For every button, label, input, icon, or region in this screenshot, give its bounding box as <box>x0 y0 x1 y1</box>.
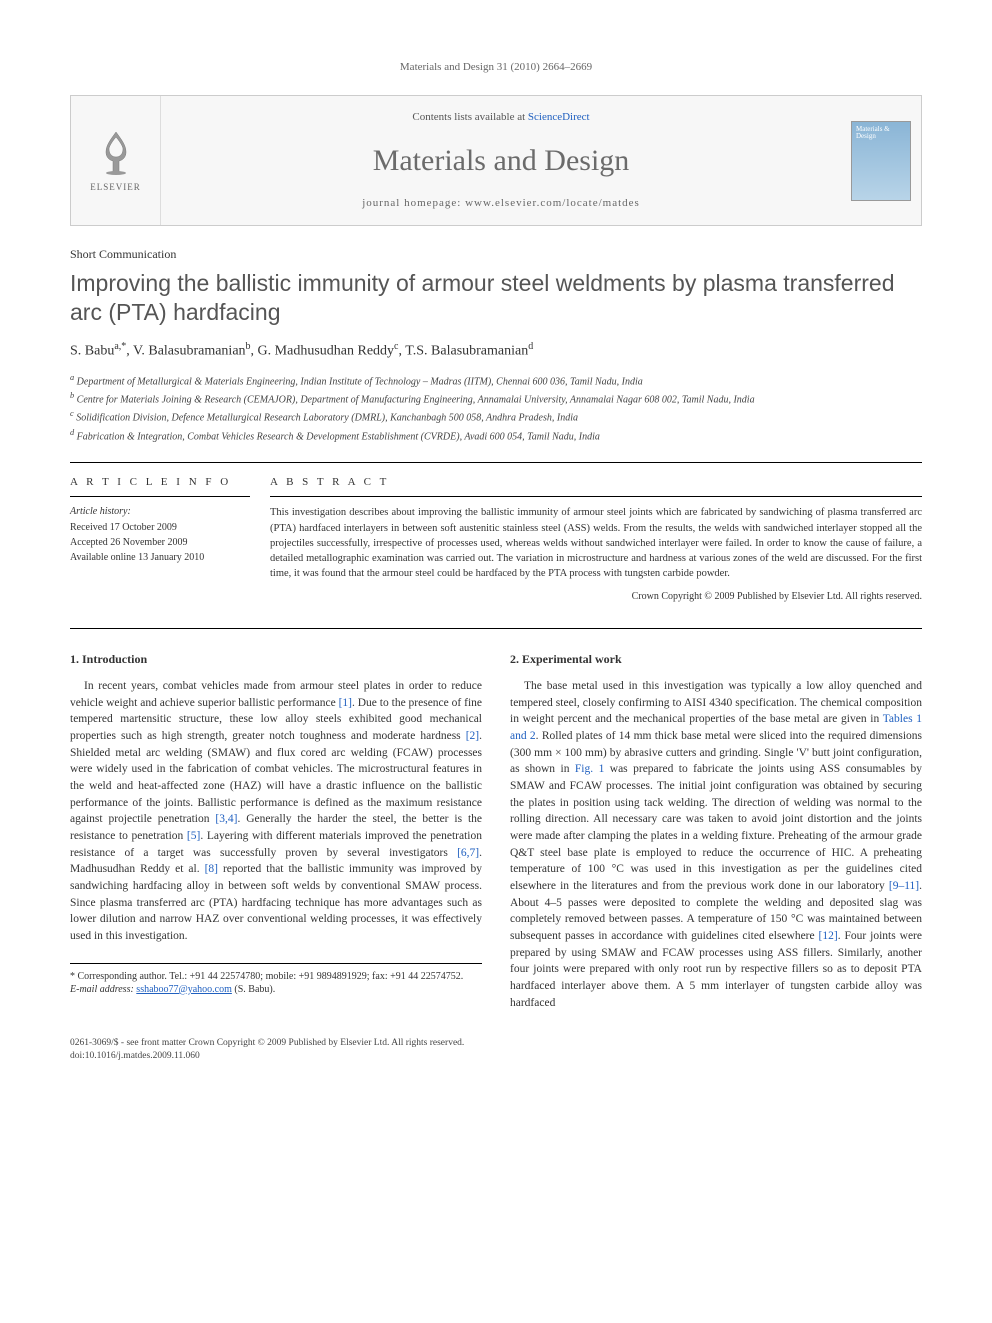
citation-link[interactable]: [12] <box>819 930 838 942</box>
citation-link[interactable]: [2] <box>466 730 479 742</box>
experimental-heading: 2. Experimental work <box>510 651 922 668</box>
cover-thumbnail: Materials & Design <box>851 121 911 201</box>
journal-header: ELSEVIER Contents lists available at Sci… <box>70 95 922 226</box>
affiliation-line: c Solidification Division, Defence Metal… <box>70 408 922 425</box>
history-label: Article history: <box>70 505 250 519</box>
left-column: 1. Introduction In recent years, combat … <box>70 651 482 1012</box>
citation-link[interactable]: Fig. 1 <box>575 763 604 775</box>
experimental-paragraph: The base metal used in this investigatio… <box>510 678 922 1011</box>
journal-name: Materials and Design <box>373 140 630 182</box>
section-divider <box>70 628 922 629</box>
citation-link[interactable]: Tables 1 and 2 <box>510 713 922 742</box>
intro-paragraph: In recent years, combat vehicles made fr… <box>70 678 482 945</box>
elsevier-label: ELSEVIER <box>90 181 141 194</box>
right-column: 2. Experimental work The base metal used… <box>510 651 922 1012</box>
journal-cover: Materials & Design <box>841 96 921 225</box>
affiliation-line: a Department of Metallurgical & Material… <box>70 372 922 389</box>
corr-star: * <box>70 971 75 982</box>
affiliation-line: d Fabrication & Integration, Combat Vehi… <box>70 427 922 444</box>
footer: 0261-3069/$ - see front matter Crown Cop… <box>70 1037 922 1062</box>
affiliation-line: b Centre for Materials Joining & Researc… <box>70 390 922 407</box>
corr-email-who: (S. Babu). <box>234 984 275 995</box>
elsevier-logo: ELSEVIER <box>71 96 161 225</box>
citation-link[interactable]: [5] <box>187 830 200 842</box>
abstract-column: A B S T R A C T This investigation descr… <box>270 475 922 603</box>
citation-link[interactable]: [8] <box>205 863 218 875</box>
section-label: Short Communication <box>70 246 922 263</box>
homepage-line: journal homepage: www.elsevier.com/locat… <box>362 196 640 211</box>
running-head: Materials and Design 31 (2010) 2664–2669 <box>70 60 922 75</box>
corr-email-line: E-mail address: sshaboo77@yahoo.com (S. … <box>70 983 482 996</box>
contents-available-line: Contents lists available at ScienceDirec… <box>412 110 589 125</box>
corr-email[interactable]: sshaboo77@yahoo.com <box>136 984 232 995</box>
citation-link[interactable]: [1] <box>339 697 352 709</box>
article-info: A R T I C L E I N F O Article history: R… <box>70 475 270 603</box>
homepage-url[interactable]: www.elsevier.com/locate/matdes <box>465 197 640 209</box>
affiliations: a Department of Metallurgical & Material… <box>70 372 922 444</box>
intro-heading: 1. Introduction <box>70 651 482 668</box>
sciencedirect-link[interactable]: ScienceDirect <box>528 111 590 123</box>
citation-link[interactable]: [9–11] <box>889 880 919 892</box>
footer-front-matter: 0261-3069/$ - see front matter Crown Cop… <box>70 1037 922 1049</box>
corresponding-line: * Corresponding author. Tel.: +91 44 225… <box>70 970 482 983</box>
email-label: E-mail address: <box>70 984 134 995</box>
header-center: Contents lists available at ScienceDirec… <box>161 96 841 225</box>
received-date: Received 17 October 2009 <box>70 521 250 535</box>
homepage-prefix: journal homepage: <box>362 197 465 209</box>
info-abstract-row: A R T I C L E I N F O Article history: R… <box>70 462 922 603</box>
corresponding-footnote: * Corresponding author. Tel.: +91 44 225… <box>70 963 482 996</box>
authors-line: S. Babua,*, V. Balasubramanianb, G. Madh… <box>70 340 922 361</box>
cover-label: Materials & Design <box>856 126 906 141</box>
body-columns: 1. Introduction In recent years, combat … <box>70 651 922 1012</box>
online-date: Available online 13 January 2010 <box>70 551 250 565</box>
abstract-copyright: Crown Copyright © 2009 Published by Else… <box>270 590 922 604</box>
contents-prefix: Contents lists available at <box>412 111 527 123</box>
accepted-date: Accepted 26 November 2009 <box>70 536 250 550</box>
abstract-heading: A B S T R A C T <box>270 475 922 497</box>
article-info-heading: A R T I C L E I N F O <box>70 475 250 497</box>
article-title: Improving the ballistic immunity of armo… <box>70 269 922 327</box>
citation-link[interactable]: [3,4] <box>215 813 237 825</box>
citation-link[interactable]: [6,7] <box>457 847 479 859</box>
abstract-text: This investigation describes about impro… <box>270 505 922 581</box>
elsevier-tree-icon <box>91 127 141 177</box>
corr-label: Corresponding author. Tel.: +91 44 22574… <box>78 971 464 982</box>
footer-doi: doi:10.1016/j.matdes.2009.11.060 <box>70 1050 922 1062</box>
